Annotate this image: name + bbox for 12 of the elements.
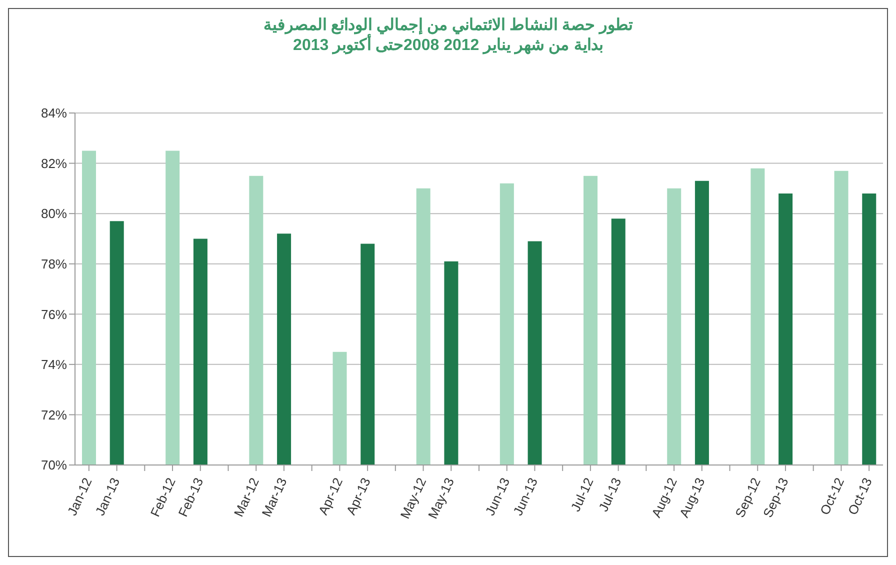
y-tick-label: 78% bbox=[40, 256, 68, 272]
x-tick-label: Jul-13 bbox=[596, 475, 624, 514]
y-tick-label: 84% bbox=[40, 106, 68, 121]
y-tick-label: 74% bbox=[40, 357, 68, 372]
y-tick-label: 80% bbox=[40, 206, 68, 222]
chart-subtitle: بداية من شهر يناير 2012 2008حتى أكتوبر 2013 bbox=[293, 35, 603, 55]
y-tick-label: 82% bbox=[40, 156, 68, 171]
y-tick-label: 72% bbox=[40, 407, 68, 422]
x-tick-label: Jul-12 bbox=[568, 475, 596, 514]
y-tick-label: 76% bbox=[40, 306, 68, 322]
chart-title: تطور حصة النشاط الائتماني من إجمالي الودائع المصرفية bbox=[262, 16, 634, 34]
y-tick-label: 70% bbox=[40, 458, 68, 473]
